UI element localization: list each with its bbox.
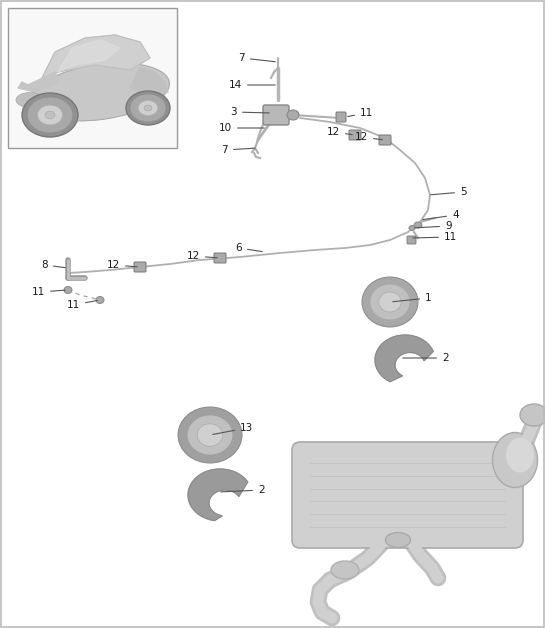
Ellipse shape: [130, 94, 166, 122]
Text: 11: 11: [413, 232, 457, 242]
Text: 13: 13: [213, 423, 253, 435]
Ellipse shape: [138, 100, 158, 116]
Text: 7: 7: [221, 145, 255, 155]
Polygon shape: [130, 68, 168, 95]
Ellipse shape: [28, 97, 72, 133]
Text: 2: 2: [403, 353, 449, 363]
Text: 5: 5: [431, 187, 467, 197]
Ellipse shape: [287, 110, 299, 120]
Text: 11: 11: [348, 108, 373, 118]
Text: 4: 4: [423, 210, 459, 220]
Text: 14: 14: [229, 80, 275, 90]
FancyBboxPatch shape: [134, 262, 146, 272]
FancyBboxPatch shape: [379, 135, 391, 145]
Text: 9: 9: [415, 221, 452, 231]
FancyBboxPatch shape: [292, 442, 523, 548]
Ellipse shape: [45, 111, 55, 119]
Ellipse shape: [16, 92, 44, 107]
Ellipse shape: [331, 561, 359, 579]
Text: 7: 7: [238, 53, 275, 63]
Text: 3: 3: [231, 107, 269, 117]
Ellipse shape: [414, 222, 422, 228]
Ellipse shape: [506, 438, 534, 472]
Ellipse shape: [126, 91, 170, 125]
Ellipse shape: [493, 433, 537, 487]
FancyBboxPatch shape: [407, 236, 416, 244]
Polygon shape: [58, 40, 120, 72]
Text: 1: 1: [393, 293, 432, 303]
Ellipse shape: [38, 105, 63, 125]
FancyBboxPatch shape: [263, 105, 289, 125]
Text: 2: 2: [221, 485, 265, 495]
Ellipse shape: [187, 415, 232, 455]
Ellipse shape: [31, 63, 169, 121]
Text: 11: 11: [66, 300, 97, 310]
Bar: [8, 8, 177, 148]
Polygon shape: [375, 335, 433, 382]
Polygon shape: [40, 35, 150, 82]
Ellipse shape: [197, 424, 223, 447]
Ellipse shape: [96, 296, 104, 303]
Ellipse shape: [144, 105, 152, 111]
FancyBboxPatch shape: [336, 112, 346, 122]
Text: 6: 6: [235, 243, 262, 253]
Text: 8: 8: [41, 260, 65, 270]
Polygon shape: [188, 469, 248, 521]
Text: 12: 12: [187, 251, 217, 261]
Ellipse shape: [178, 407, 242, 463]
Ellipse shape: [520, 404, 545, 426]
Ellipse shape: [379, 292, 401, 312]
Text: 11: 11: [32, 287, 65, 297]
Ellipse shape: [22, 93, 78, 137]
Ellipse shape: [385, 533, 410, 548]
Ellipse shape: [362, 277, 418, 327]
Ellipse shape: [371, 284, 410, 320]
Polygon shape: [18, 72, 58, 92]
FancyBboxPatch shape: [349, 130, 361, 140]
Ellipse shape: [409, 225, 415, 230]
Text: 12: 12: [107, 260, 137, 270]
Text: 12: 12: [327, 127, 352, 137]
Text: 12: 12: [355, 132, 382, 142]
Ellipse shape: [64, 286, 72, 293]
Text: 10: 10: [219, 123, 264, 133]
FancyBboxPatch shape: [214, 253, 226, 263]
